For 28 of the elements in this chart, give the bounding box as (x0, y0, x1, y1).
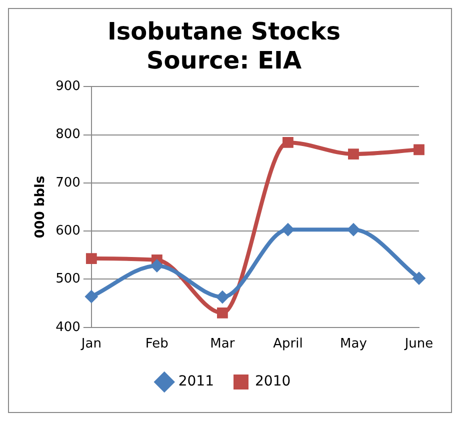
x-tick-label: Jan (80, 336, 102, 352)
x-tick-label: June (404, 336, 434, 352)
y-tick-label: 600 (56, 223, 80, 238)
y-axis-title: 000 bbls (33, 176, 48, 238)
x-tick-label: Feb (145, 336, 168, 352)
legend-label: 2011 (178, 374, 214, 390)
x-tick-label: Mar (210, 336, 236, 352)
y-tick-label: 400 (56, 320, 80, 335)
point (216, 290, 229, 304)
point (150, 259, 164, 272)
y-tick-label: 900 (56, 78, 80, 94)
point (281, 223, 294, 236)
legend-label: 2010 (255, 374, 291, 390)
x-tick-label: April (273, 336, 303, 352)
y-tick-label: 800 (56, 127, 80, 142)
y-tick-label: 700 (56, 175, 80, 190)
point (217, 308, 228, 318)
point (282, 137, 294, 148)
point (348, 148, 359, 160)
point (86, 253, 97, 264)
point (346, 223, 360, 236)
point (414, 144, 424, 156)
y-tick-label: 500 (56, 272, 80, 287)
point (84, 290, 98, 304)
text: Source: EIA (146, 46, 302, 74)
text: Isobutane Stocks (107, 18, 341, 46)
x-tick-label: May (340, 336, 368, 352)
point (412, 272, 426, 285)
